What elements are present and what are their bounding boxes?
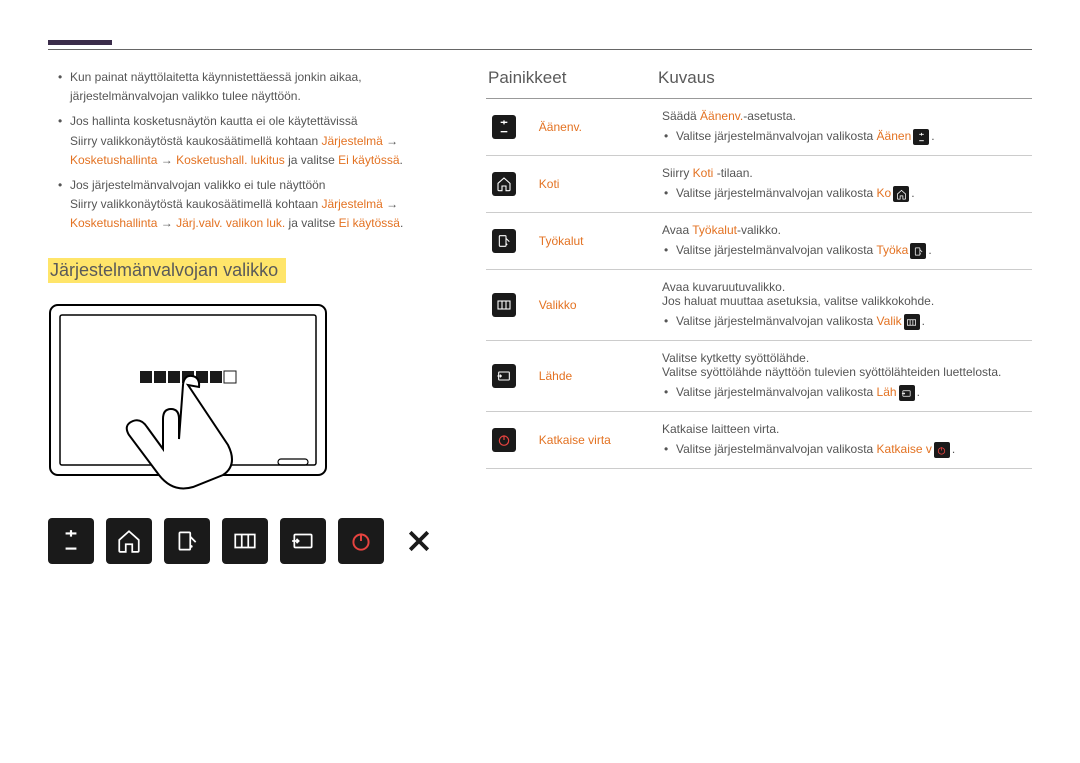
intro-bullet-2: Jos hallinta kosketusnäytön kautta ei ol…: [58, 112, 458, 170]
section-title-admin-menu: Järjestelmänvalvojan valikko: [48, 258, 286, 283]
table-row: Äänenv.Säädä Äänenv.-asetusta.Valitse jä…: [486, 99, 1032, 156]
power-icon: [934, 442, 950, 458]
table-row: ValikkoAvaa kuvaruutuvalikko.Jos haluat …: [486, 270, 1032, 341]
menu-button[interactable]: [222, 518, 268, 564]
row-label: Katkaise virta: [533, 412, 656, 469]
source-button[interactable]: [280, 518, 326, 564]
row-icon-cell: [486, 156, 533, 213]
row-icon-cell: [486, 270, 533, 341]
row-icon-cell: [486, 99, 533, 156]
bullet-subline: Kosketushallinta → Järj.valv. valikon lu…: [70, 214, 458, 233]
row-description: Avaa kuvaruutuvalikko.Jos haluat muuttaa…: [656, 270, 1032, 341]
home-button[interactable]: [106, 518, 152, 564]
table-head-desc: Kuvaus: [656, 68, 1032, 99]
row-label: Lähde: [533, 341, 656, 412]
row-label: Työkalut: [533, 213, 656, 270]
tools-icon: [492, 229, 516, 253]
row-label: Valikko: [533, 270, 656, 341]
row-sub-bullet: Valitse järjestelmänvalvojan valikosta V…: [662, 314, 1026, 330]
bullet-text: Jos hallinta kosketusnäytön kautta ei ol…: [70, 114, 358, 128]
row-description: Avaa Työkalut-valikko.Valitse järjestelm…: [656, 213, 1032, 270]
page: Kun painat näyttölaitetta käynnistettäes…: [0, 0, 1080, 594]
table-head-buttons: Painikkeet: [486, 68, 656, 99]
table-row: LähdeValitse kytketty syöttölähde.Valits…: [486, 341, 1032, 412]
row-sub-bullet: Valitse järjestelmänvalvojan valikosta K…: [662, 442, 1026, 458]
source-icon: [899, 385, 915, 401]
intro-bullet-3: Jos järjestelmänvalvojan valikko ei tule…: [58, 176, 458, 234]
row-sub-bullet: Valitse järjestelmänvalvojan valikosta T…: [662, 243, 1026, 259]
tools-icon: [910, 243, 926, 259]
tools-button[interactable]: [164, 518, 210, 564]
power-icon: [492, 428, 516, 452]
button-description-table: Painikkeet Kuvaus Äänenv.Säädä Äänenv.-a…: [486, 68, 1032, 469]
row-sub-bullet: Valitse järjestelmänvalvojan valikosta Ä…: [662, 129, 1026, 145]
menu-icon: [492, 293, 516, 317]
intro-bullet-1: Kun painat näyttölaitetta käynnistettäes…: [58, 68, 458, 106]
bullet-subline: Siirry valikkonäytöstä kaukosäätimellä k…: [70, 195, 458, 214]
right-column: Painikkeet Kuvaus Äänenv.Säädä Äänenv.-a…: [486, 68, 1032, 564]
row-description: Säädä Äänenv.-asetusta.Valitse järjestel…: [656, 99, 1032, 156]
table-row: Katkaise virtaKatkaise laitteen virta.Va…: [486, 412, 1032, 469]
row-description: Siirry Koti -tilaan.Valitse järjestelmän…: [656, 156, 1032, 213]
close-button[interactable]: [396, 518, 442, 564]
volume-button[interactable]: [48, 518, 94, 564]
row-sub-bullet: Valitse järjestelmänvalvojan valikosta K…: [662, 186, 1026, 202]
home-icon: [492, 172, 516, 196]
header-rule: [48, 49, 1032, 50]
row-icon-cell: [486, 412, 533, 469]
admin-button-row: [48, 518, 458, 564]
plusminus-icon: [492, 115, 516, 139]
row-label: Koti: [533, 156, 656, 213]
two-column-layout: Kun painat näyttölaitetta käynnistettäes…: [48, 68, 1032, 564]
header-accent-bar: [48, 40, 112, 45]
home-icon: [893, 186, 909, 202]
bullet-subline: Kosketushallinta → Kosketushall. lukitus…: [70, 151, 458, 170]
row-label: Äänenv.: [533, 99, 656, 156]
touchscreen-illustration: [48, 303, 458, 496]
bullet-subline: Siirry valikkonäytöstä kaukosäätimellä k…: [70, 132, 458, 151]
plusminus-icon: [913, 129, 929, 145]
source-icon: [492, 364, 516, 388]
bullet-text: Kun painat näyttölaitetta käynnistettäes…: [70, 70, 362, 103]
table-row: KotiSiirry Koti -tilaan.Valitse järjeste…: [486, 156, 1032, 213]
row-icon-cell: [486, 341, 533, 412]
row-icon-cell: [486, 213, 533, 270]
intro-bullet-list: Kun painat näyttölaitetta käynnistettäes…: [48, 68, 458, 234]
row-sub-bullet: Valitse järjestelmänvalvojan valikosta L…: [662, 385, 1026, 401]
power-button[interactable]: [338, 518, 384, 564]
menu-icon: [904, 314, 920, 330]
left-column: Kun painat näyttölaitetta käynnistettäes…: [48, 68, 458, 564]
table-row: TyökalutAvaa Työkalut-valikko.Valitse jä…: [486, 213, 1032, 270]
row-description: Valitse kytketty syöttölähde.Valitse syö…: [656, 341, 1032, 412]
row-description: Katkaise laitteen virta.Valitse järjeste…: [656, 412, 1032, 469]
bullet-text: Jos järjestelmänvalvojan valikko ei tule…: [70, 178, 325, 192]
